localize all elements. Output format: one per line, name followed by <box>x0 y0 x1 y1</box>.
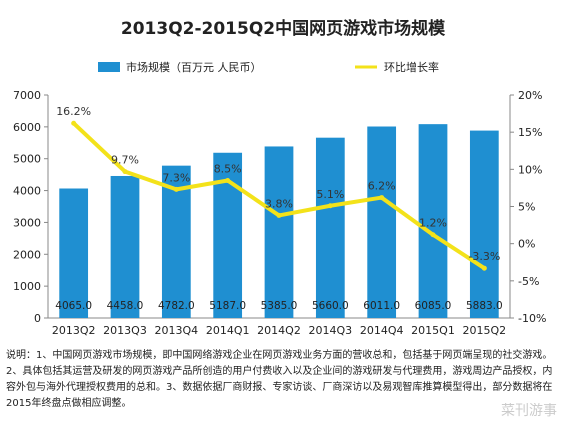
y-right-tick-label: 0% <box>518 238 535 251</box>
y-left-tick-label: 4000 <box>13 185 41 198</box>
legend: 市场规模（百万元 人民币） 环比增长率 <box>98 60 439 74</box>
growth-point <box>173 186 179 192</box>
chart-title: 2013Q2-2015Q2中国网页游戏市场规模 <box>121 18 446 39</box>
y-right-tick-label: 15% <box>518 126 542 139</box>
y-left-tick-label: 2000 <box>13 248 41 261</box>
growth-data-label: 1.2% <box>419 217 447 230</box>
growth-data-label: 5.1% <box>316 188 344 201</box>
growth-data-label: -3.3% <box>468 250 500 263</box>
x-tick-label: 2013Q4 <box>155 324 199 337</box>
growth-data-label: 9.7% <box>111 154 139 167</box>
bar <box>315 137 345 318</box>
legend-label-bar: 市场规模（百万元 人民币） <box>126 60 262 74</box>
legend-swatch-bar <box>98 62 120 72</box>
growth-data-label: 16.2% <box>56 105 91 118</box>
growth-data-label: 3.8% <box>265 197 293 210</box>
growth-point <box>122 169 128 175</box>
bar-data-label: 5187.0 <box>209 300 246 312</box>
growth-data-label: 8.5% <box>214 162 242 175</box>
y-right-tick-label: 20% <box>518 89 542 102</box>
growth-point <box>327 203 333 209</box>
bar-data-label: 5660.0 <box>312 300 349 312</box>
bar <box>59 188 89 318</box>
growth-point <box>379 195 385 201</box>
bar <box>469 130 499 318</box>
growth-point <box>430 232 436 238</box>
y-left-tick-label: 7000 <box>13 89 41 102</box>
bar-data-label: 4458.0 <box>107 300 144 312</box>
bar <box>213 152 243 318</box>
bar-data-label: 4782.0 <box>158 300 195 312</box>
growth-point <box>276 212 282 218</box>
y-left-tick-label: 1000 <box>13 280 41 293</box>
y-left-tick-label: 6000 <box>13 121 41 134</box>
growth-point <box>71 120 77 126</box>
x-tick-label: 2013Q2 <box>52 324 96 337</box>
bar-data-label: 6085.0 <box>415 300 452 312</box>
bar <box>418 124 448 318</box>
legend-label-line: 环比增长率 <box>384 60 439 74</box>
growth-data-label: 6.2% <box>368 180 396 193</box>
bar <box>367 126 397 318</box>
x-tick-label: 2013Q3 <box>103 324 147 337</box>
y-left-tick-label: 0 <box>34 312 41 325</box>
x-tick-label: 2014Q4 <box>360 324 404 337</box>
footnote: 说明：1、中国网页游戏市场规模，即中国网络游戏企业在网页游戏业务方面的营收总和，… <box>6 350 553 409</box>
bars: 4065.0 4458.0 4782.0 5187.0 5385.0 5660.0 6011… <box>55 124 503 318</box>
x-tick-label: 2014Q3 <box>309 324 353 337</box>
x-tick-label: 2014Q2 <box>257 324 301 337</box>
bar <box>110 175 140 318</box>
growth-line: 16.2% 9.7% 7.3% 8.5% 3.8% 5.1% 6.2% 1.2% -3.3% <box>56 105 500 271</box>
bar-data-label: 6011.0 <box>363 300 400 312</box>
axes: 0 1000 2000 3000 4000 5000 6000 7000 -10% -5% 0% 5%… <box>13 89 546 337</box>
watermark: 菜刊游事 <box>501 403 557 419</box>
y-right-tick-label: 5% <box>518 201 535 214</box>
x-tick-label: 2015Q1 <box>411 324 455 337</box>
y-right-tick-label: -10% <box>518 312 546 325</box>
x-tick-label: 2015Q2 <box>463 324 507 337</box>
x-tick-label: 2014Q1 <box>206 324 250 337</box>
y-left-tick-label: 3000 <box>13 216 41 229</box>
bar-data-label: 5385.0 <box>261 300 298 312</box>
y-right-tick-label: 10% <box>518 163 542 176</box>
growth-point <box>225 177 231 183</box>
y-right-tick-label: -5% <box>518 275 539 288</box>
growth-point <box>481 265 487 271</box>
bar <box>264 146 294 318</box>
growth-data-label: 7.3% <box>162 171 190 184</box>
bar-data-label: 5883.0 <box>466 300 503 312</box>
bar-data-label: 4065.0 <box>55 300 92 312</box>
y-left-tick-label: 5000 <box>13 153 41 166</box>
